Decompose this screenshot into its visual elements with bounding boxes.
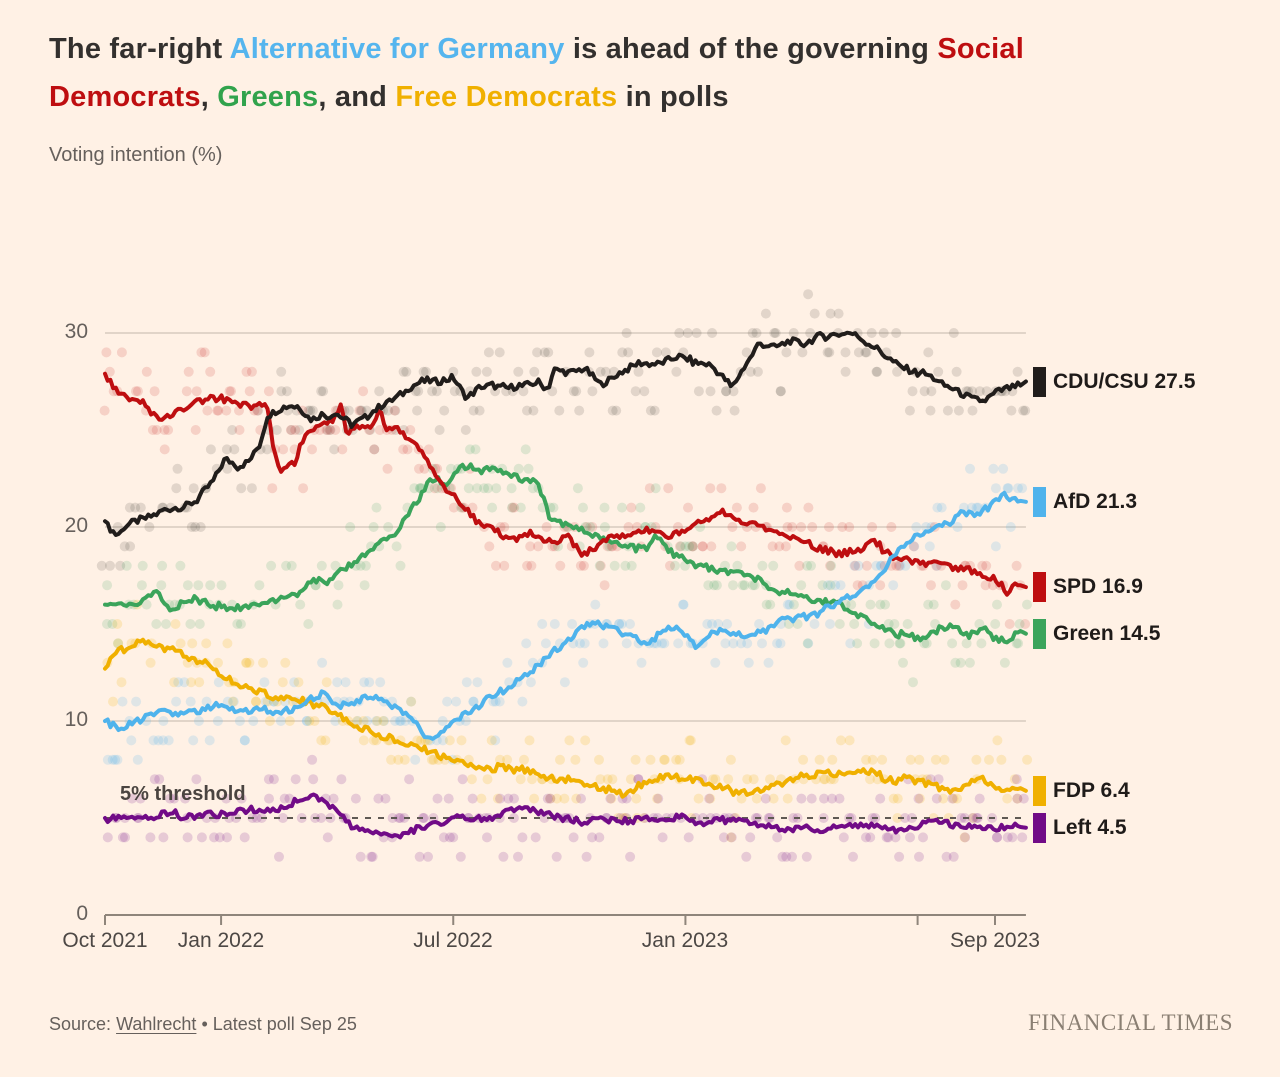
legend-label: Left 4.5 — [1053, 815, 1127, 839]
source-link[interactable]: Wahlrecht — [116, 1014, 197, 1034]
x-tick-label-sep-2023: Sep 2023 — [950, 929, 1040, 952]
title-segment: Greens — [217, 81, 319, 114]
title-segment: , and — [318, 81, 396, 114]
poll-dots-afd — [102, 463, 1028, 765]
legend-entry-green: Green 14.5 — [1033, 618, 1161, 649]
title-segment: is ahead of the governing — [564, 33, 938, 66]
series-line-left — [103, 792, 1028, 840]
title-segment: The far-right — [49, 33, 230, 66]
legend-entry-cducsu: CDU/CSU 27.5 — [1033, 366, 1196, 397]
legend-entry-spd: SPD 16.9 — [1033, 572, 1143, 603]
legend-swatch — [1033, 366, 1046, 397]
source-note: Source: Wahlrecht • Latest poll Sep 25 — [49, 1014, 357, 1035]
x-axis — [104, 914, 1026, 925]
legend-label: AfD 21.3 — [1053, 489, 1138, 513]
legend-entry-left: Left 4.5 — [1033, 812, 1127, 843]
title-segment: Free Democrats — [395, 81, 618, 114]
legend-swatch — [1033, 572, 1046, 603]
title-segment: Social Democrats — [49, 33, 1024, 114]
legend-label: FDP 6.4 — [1053, 778, 1130, 802]
legend-entry-fdp: FDP 6.4 — [1033, 775, 1130, 806]
series-line-fdp — [103, 637, 1028, 799]
source-suffix: • Latest poll Sep 25 — [201, 1014, 357, 1034]
x-tick-label-jan-2022: Jan 2022 — [177, 929, 265, 952]
title-segment: , — [200, 81, 218, 114]
legend-label: SPD 16.9 — [1053, 575, 1143, 599]
series-line-cducsu — [103, 330, 1028, 537]
chart-subtitle: Voting intention (%) — [49, 144, 223, 166]
legend-swatch — [1033, 775, 1046, 806]
x-tick-label-oct-2021: Oct 2021 — [62, 929, 148, 952]
legend-swatch — [1033, 486, 1046, 517]
y-tick-label-0: 0 — [76, 902, 88, 925]
threshold-annotation: 5% threshold — [120, 783, 246, 805]
title-segment: Alternative for Germany — [229, 33, 565, 66]
poll-dots — [96, 289, 1033, 862]
gridlines — [105, 332, 1026, 722]
title-segment: in polls — [617, 81, 729, 114]
series-line-afd — [103, 490, 1028, 741]
legend-entry-afd: AfD 21.3 — [1033, 486, 1138, 517]
legend-swatch — [1033, 812, 1046, 843]
series-line-spd — [103, 371, 1028, 597]
x-tick-label-jan-2023: Jan 2023 — [641, 929, 729, 952]
y-tick-label-20: 20 — [64, 514, 88, 537]
y-tick-label-30: 30 — [64, 320, 88, 343]
legend-label: Green 14.5 — [1053, 621, 1161, 645]
ft-logo: FINANCIAL TIMES — [1028, 1010, 1233, 1035]
chart-title: The far-right Alternative for Germany is… — [49, 25, 1179, 121]
source-prefix: Source: — [49, 1014, 112, 1034]
legend-swatch — [1033, 618, 1046, 649]
series-line-green — [103, 462, 1028, 645]
legend-label: CDU/CSU 27.5 — [1053, 369, 1196, 393]
y-tick-label-10: 10 — [64, 708, 88, 731]
x-tick-label-jul-2022: Jul 2022 — [413, 929, 493, 952]
